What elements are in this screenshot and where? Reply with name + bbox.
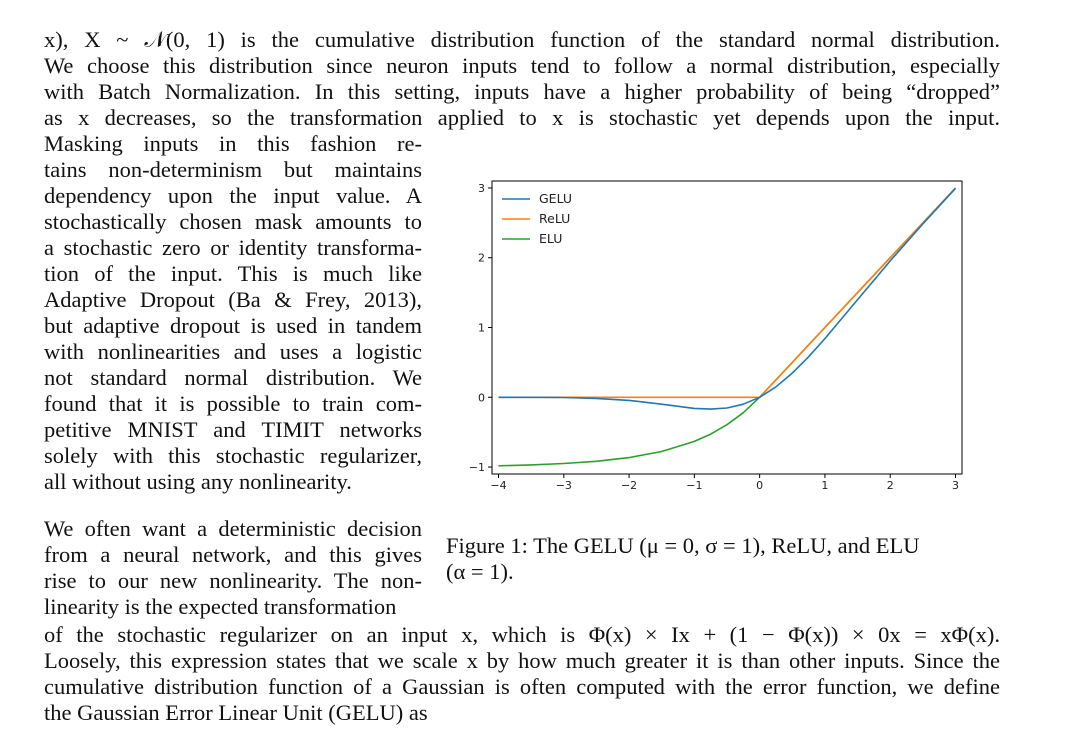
left-column-line: Masking inputs in this fashion re- xyxy=(44,131,422,156)
figure-caption-line-2: (α = 1). xyxy=(446,559,514,584)
second-para-line: We often want a deterministic decision xyxy=(44,516,422,541)
legend-label-gelu: GELU xyxy=(539,191,572,206)
left-column-line: with nonlinearities and uses a logistic xyxy=(44,339,422,364)
x-tick-label: −1 xyxy=(686,479,702,492)
legend-label-relu: ReLU xyxy=(539,211,570,226)
closing-line: Loosely, this expression states that we … xyxy=(44,648,1000,673)
y-tick-label: 2 xyxy=(478,252,485,265)
x-tick-label: −2 xyxy=(621,479,637,492)
x-tick-label: 0 xyxy=(756,479,763,492)
second-para-line: rise to our new nonlinearity. The non- xyxy=(44,568,422,593)
y-tick-label: 1 xyxy=(478,322,485,335)
closing-line: the Gaussian Error Linear Unit (GELU) as xyxy=(44,700,428,725)
x-tick-label: 3 xyxy=(952,479,959,492)
figure-caption-line-1: Figure 1: The GELU (μ = 0, σ = 1), ReLU,… xyxy=(446,533,920,558)
left-column-line: tains non-determinism but maintains xyxy=(44,157,422,182)
left-column-line: dependency upon the input value. A xyxy=(44,183,422,208)
left-column-line: found that it is possible to train com- xyxy=(44,391,422,416)
legend-label-elu: ELU xyxy=(539,231,562,246)
second-para-line: from a neural network, and this gives xyxy=(44,542,422,567)
x-tick-label: −4 xyxy=(490,479,506,492)
left-column-line: solely with this stochastic regularizer, xyxy=(44,443,422,468)
series-line-relu xyxy=(498,187,957,399)
y-tick-label: 3 xyxy=(478,182,485,195)
body-line-4: as x decreases, so the transformation ap… xyxy=(44,105,1000,130)
closing-line: of the stochastic regularizer on an inpu… xyxy=(44,622,1000,647)
y-tick-label: 0 xyxy=(478,391,485,404)
series-line-gelu xyxy=(498,187,957,410)
body-line-2: We choose this distribution since neuron… xyxy=(44,53,1000,78)
x-tick-label: −3 xyxy=(556,479,572,492)
x-tick-label: 1 xyxy=(821,479,828,492)
second-para-line: linearity is the expected transformation xyxy=(44,594,397,619)
left-column-line: tion of the input. This is much like xyxy=(44,261,422,286)
left-column-line: a stochastic zero or identity transforma… xyxy=(44,235,422,260)
x-tick-label: 2 xyxy=(887,479,894,492)
left-column-line: Adaptive Dropout (Ba & Frey, 2013), xyxy=(44,287,422,312)
left-column-line: but adaptive dropout is used in tandem xyxy=(44,313,422,338)
body-line-3: with Batch Normalization. In this settin… xyxy=(44,79,1000,104)
left-column-line: all without using any nonlinearity. xyxy=(44,469,352,494)
left-column-line: stochastically chosen mask amounts to xyxy=(44,209,422,234)
activation-chart: −4 −3 −2 −1 0 1 2 3 −1 0 1 2 3 GELU ReLU ELU xyxy=(469,180,963,492)
series-line-elu xyxy=(498,187,957,467)
body-line-1: x), X ~ 𝒩(0, 1) is the cumulative distri… xyxy=(44,27,1000,52)
y-tick-label: −1 xyxy=(469,461,485,474)
left-column-line: petitive MNIST and TIMIT networks xyxy=(44,417,422,442)
chart-marks: −4 −3 −2 −1 0 1 2 3 −1 0 1 2 3 GELU ReLU ELU xyxy=(469,180,963,492)
left-column-line: not standard normal distribution. We xyxy=(44,365,422,390)
closing-line: cumulative distribution function of a Ga… xyxy=(44,674,1000,699)
